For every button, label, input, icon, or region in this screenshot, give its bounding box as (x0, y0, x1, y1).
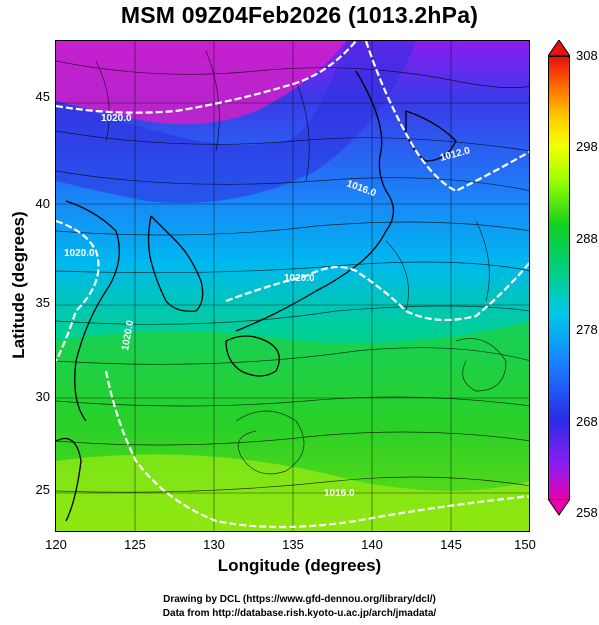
isobar-label: 1020.0 (64, 248, 95, 259)
y-tick-label: 45 (35, 89, 50, 104)
colorbar-tick: 308 (576, 48, 598, 63)
x-axis-label: Longitude (degrees) (217, 556, 382, 575)
footer-credit-drawing: Drawing by DCL (https://www.gfd-dennou.o… (163, 594, 436, 605)
isobar-label: 1020.0 (284, 273, 315, 284)
x-tick-label: 120 (45, 537, 67, 552)
footer-credit-data: Data from http://database.rish.kyoto-u.a… (162, 608, 437, 619)
isobar-label: 1016.0 (324, 488, 355, 499)
isobars (56, 41, 529, 529)
x-tick-label: 150 (514, 537, 536, 552)
cool-region (56, 41, 416, 203)
colorbar-tick: 278 (576, 322, 598, 337)
y-tick-label: 30 (35, 389, 50, 404)
map-canvas: 1020.0 1020.0 1012.0 1016.0 1020.0 1020.… (56, 41, 529, 531)
colorbar (548, 56, 570, 500)
colorbar-top-arrow (548, 40, 570, 57)
colorbar-bottom-arrow (548, 499, 570, 516)
colorbar-tick: 298 (576, 139, 598, 154)
colorbar-tick: 288 (576, 231, 598, 246)
colorbar-tick: 268 (576, 414, 598, 429)
x-tick-label: 130 (203, 537, 225, 552)
y-axis-label: Latitude (degrees) (9, 211, 28, 359)
y-tick-label: 40 (35, 196, 50, 211)
map-plot-area[interactable]: 1020.0 1020.0 1012.0 1016.0 1020.0 1020.… (55, 40, 530, 532)
wind-streamlines (56, 50, 529, 493)
isobar-label: 1020.0 (101, 113, 132, 124)
y-tick-label: 35 (35, 295, 50, 310)
graticule (56, 41, 529, 531)
x-tick-label: 140 (361, 537, 383, 552)
isobar-label: 1020.0 (120, 319, 136, 351)
y-tick-label: 25 (35, 482, 50, 497)
colorbar-tick: 258 (576, 505, 598, 520)
x-tick-label: 125 (124, 537, 146, 552)
x-tick-label: 135 (282, 537, 304, 552)
cold-region (56, 41, 346, 125)
x-tick-label: 145 (440, 537, 462, 552)
chart-title: MSM 09Z04Feb2026 (1013.2hPa) (120, 2, 479, 28)
